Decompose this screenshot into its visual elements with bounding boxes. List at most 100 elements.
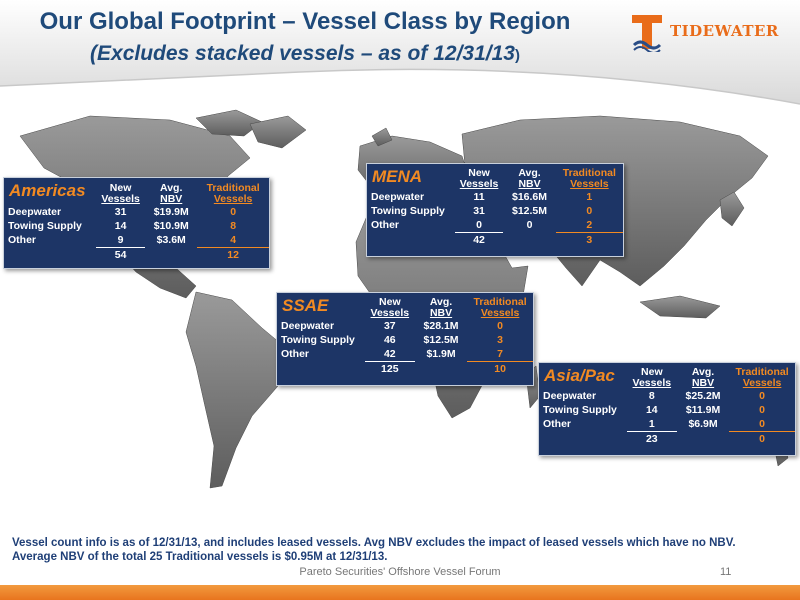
new-vessels-value: 0 <box>454 218 504 233</box>
total-traditional-vessels: 0 <box>759 433 766 445</box>
header-new-vessels: New Vessels <box>96 183 145 205</box>
total-new-vessels: 23 <box>645 433 658 445</box>
header-new-vessels: New Vessels <box>455 168 504 190</box>
header-new: New <box>379 296 401 308</box>
header-avg: Avg. <box>160 182 183 194</box>
total-traditional-vessels: 12 <box>227 249 239 261</box>
total-traditional-vessels: 10 <box>494 363 506 375</box>
new-vessels-value: 31 <box>114 206 127 218</box>
header-trad-vessels: Vessels <box>742 377 782 389</box>
new-vessels-value: 14 <box>645 404 658 416</box>
header-new-vessels: New Vessels <box>627 367 677 389</box>
header-avg-nbv: Avg. NBV <box>503 168 555 190</box>
footnote-line-1: Vessel count info is as of 12/31/13, and… <box>12 537 736 549</box>
avg-nbv-value: $6.9M <box>688 418 718 431</box>
avg-nbv-value: $10.9M <box>153 220 189 232</box>
south-america-shape <box>185 291 287 489</box>
new-vessels-value: 31 <box>473 205 485 217</box>
traditional-value: 1 <box>586 191 593 203</box>
table-row-total: 54 12 <box>4 248 269 263</box>
table-asiapac: New Vessels Avg. NBV Traditional Vessels De… <box>539 367 795 446</box>
row-label: Other <box>281 348 310 361</box>
header-nbv: NBV <box>160 193 183 205</box>
traditional-value: 7 <box>467 347 533 362</box>
logo-wordmark: TIDEWATER <box>670 22 779 40</box>
table-row: Other 42 $1.9M 7 <box>277 347 533 362</box>
header-traditional: Traditional <box>206 182 260 194</box>
total-new-vessels: 125 <box>381 363 399 375</box>
avg-nbv-value: $3.6M <box>156 234 186 247</box>
table-ssae: New Vessels Avg. NBV Traditional Vessels De… <box>277 297 533 376</box>
table-mena: New Vessels Avg. NBV Traditional Vessels De… <box>367 168 623 247</box>
footnote-line-2: Average NBV of the total 25 Traditional … <box>12 551 388 563</box>
avg-nbv-value: $12.5M <box>512 205 548 217</box>
page-title: Our Global Footprint – Vessel Class by R… <box>39 8 571 35</box>
row-label: Towing Supply <box>8 220 82 232</box>
row-label: Other <box>543 418 572 431</box>
total-new-vessels: 54 <box>114 249 127 261</box>
traditional-value: 0 <box>586 205 593 217</box>
panel-asiapac: Asia/Pac New Vessels Avg. NBV Traditional V… <box>538 362 796 456</box>
header-traditional-vessels: Traditional Vessels <box>729 367 795 389</box>
panel-mena: MENA New Vessels Avg. NBV Traditional Vesse… <box>366 163 624 257</box>
new-vessels-value: 11 <box>473 191 485 203</box>
traditional-value: 0 <box>759 404 766 416</box>
traditional-value: 8 <box>230 220 237 232</box>
region-name-asiapac: Asia/Pac <box>544 366 615 385</box>
header-traditional-vessels: Traditional Vessels <box>197 183 269 205</box>
header-avg-nbv: Avg. NBV <box>145 183 197 205</box>
avg-nbv-value: $19.9M <box>153 206 189 218</box>
avg-nbv-value: $11.9M <box>685 404 721 416</box>
header-vessels: Vessels <box>370 307 410 319</box>
table-row: Towing Supply 31 $12.5M 0 <box>367 204 623 218</box>
row-label: Deepwater <box>8 206 62 218</box>
header-vessels: Vessels <box>459 178 499 190</box>
row-label: Towing Supply <box>281 334 355 346</box>
avg-nbv-value: $1.9M <box>426 348 456 361</box>
tidewater-logo: TIDEWATER <box>630 12 790 52</box>
table-row: Other 1 $6.9M 0 <box>539 417 795 432</box>
table-row: Towing Supply 14 $11.9M 0 <box>539 403 795 417</box>
header-new-vessels: New Vessels <box>365 297 415 319</box>
header-trad-vessels: Vessels <box>213 193 253 205</box>
header-trad-vessels: Vessels <box>480 307 520 319</box>
footnote: Vessel count info is as of 12/31/13, and… <box>12 536 792 564</box>
table-row: Deepwater 11 $16.6M 1 <box>367 190 623 204</box>
header-nbv: NBV <box>518 178 541 190</box>
new-vessels-value: 8 <box>648 390 655 402</box>
panel-americas: Americas New Vessels Avg. NBV Traditional V… <box>3 177 270 269</box>
panel-ssae: SSAE New Vessels Avg. NBV Traditional Vesse… <box>276 292 534 386</box>
new-vessels-value: 42 <box>364 347 415 362</box>
table-row-total: 42 3 <box>367 233 623 248</box>
header-new: New <box>468 167 490 179</box>
row-label: Towing Supply <box>371 205 445 217</box>
traditional-value: 0 <box>230 206 237 218</box>
header-vessels: Vessels <box>632 377 672 389</box>
new-vessels-value: 46 <box>383 334 396 346</box>
row-label: Towing Supply <box>543 404 617 416</box>
region-name-ssae: SSAE <box>282 296 329 315</box>
row-label: Other <box>371 219 400 232</box>
tidewater-t-logo-icon <box>632 15 662 52</box>
header-traditional-vessels: Traditional Vessels <box>556 168 623 190</box>
header-traditional: Traditional <box>735 366 789 378</box>
traditional-value: 2 <box>555 218 623 233</box>
avg-nbv-value: $16.6M <box>512 191 548 203</box>
subtitle-paren: ) <box>514 47 520 64</box>
header-new: New <box>641 366 663 378</box>
table-row-total: 23 0 <box>539 432 795 447</box>
row-label: Other <box>8 234 37 247</box>
new-vessels-value: 1 <box>626 417 677 432</box>
header-avg: Avg. <box>518 167 541 179</box>
page-number: 11 <box>720 566 732 578</box>
traditional-value: 3 <box>497 334 504 346</box>
header-traditional-vessels: Traditional Vessels <box>467 297 533 319</box>
avg-nbv-value: $12.5M <box>423 334 459 346</box>
header-avg: Avg. <box>691 366 715 378</box>
traditional-value: 0 <box>759 390 766 402</box>
new-vessels-value: 14 <box>114 220 127 232</box>
table-row: Deepwater 8 $25.2M 0 <box>539 389 795 403</box>
row-label: Deepwater <box>371 191 425 203</box>
header-avg: Avg. <box>429 296 453 308</box>
header-traditional: Traditional <box>562 167 616 179</box>
